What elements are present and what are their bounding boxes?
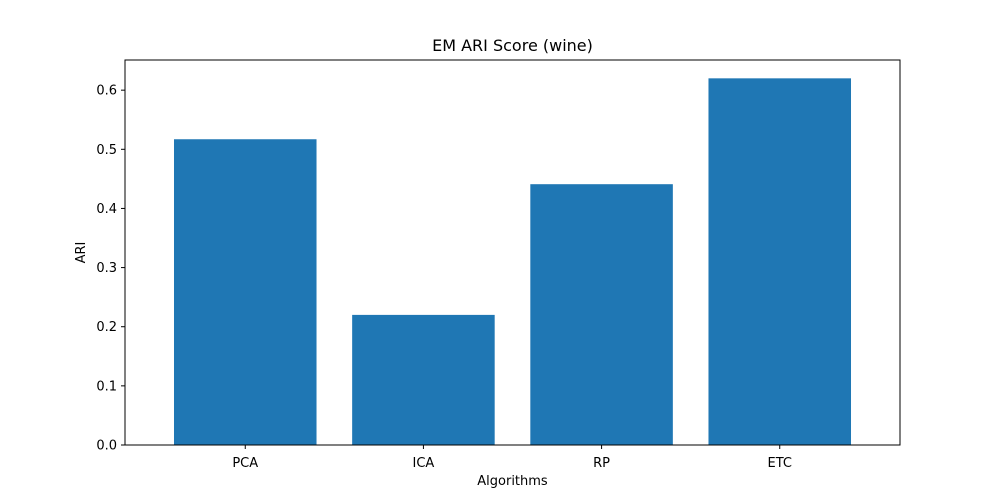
x-tick-label: PCA (232, 456, 258, 471)
bar-pca (173, 139, 317, 445)
y-tick-label: 0.3 (96, 261, 117, 276)
chart-title: EM ARI Score (wine) (432, 36, 593, 55)
y-axis: 0.0 0.1 0.2 0.3 0.4 0.5 0.6 (96, 84, 125, 454)
x-tick-label: ICA (413, 456, 435, 471)
plot-frame (124, 59, 901, 446)
y-tick-label: 0.2 (96, 320, 117, 335)
y-axis-label: ARI (74, 242, 89, 264)
y-tick-label: 0.4 (96, 202, 117, 217)
y-tick-label: 0.6 (96, 84, 117, 99)
x-axis: PCA ICA RP ETC (232, 445, 792, 471)
bar-etc (708, 78, 852, 445)
y-tick-label: 0.1 (96, 379, 117, 394)
bars (173, 78, 852, 445)
bar-ica (352, 314, 495, 445)
x-axis-label: Algorithms (477, 474, 548, 489)
bar-rp (530, 184, 673, 445)
y-tick-label: 0.5 (96, 143, 117, 158)
y-tick-label: 0.0 (96, 439, 117, 454)
x-tick-label: RP (593, 456, 610, 471)
x-tick-label: ETC (767, 456, 791, 471)
